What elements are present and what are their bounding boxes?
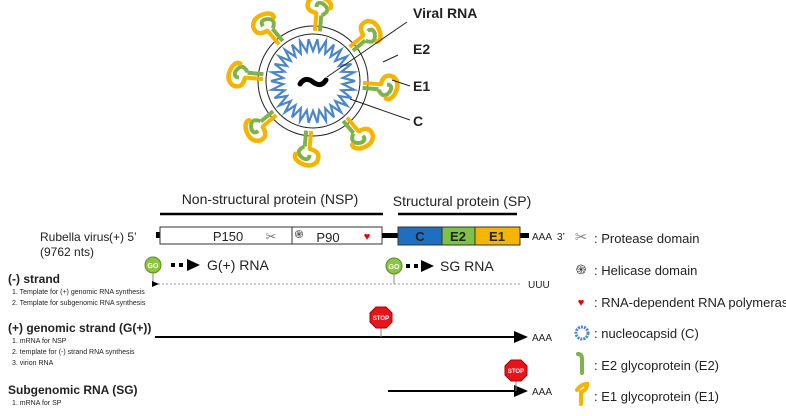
- heart-icon: ♥: [578, 297, 585, 309]
- label-viral-rna: Viral RNA: [413, 5, 477, 21]
- strand-item: 3. virion RNA: [12, 360, 54, 367]
- stop-label: STOP: [508, 369, 524, 375]
- label-e2: E2: [413, 41, 430, 57]
- glycoprotein-spike: [243, 109, 278, 144]
- genomic-strand-description: (+) genomic strand (G(+)) 1. mRNA for NS…: [8, 321, 151, 367]
- glycoprotein-spike: [305, 0, 334, 32]
- glycoprotein-spike: [348, 18, 383, 53]
- envelope-outer: [257, 25, 369, 137]
- nucleocapsid-zigzag: [267, 36, 359, 126]
- virion-pointers: [326, 21, 411, 121]
- 5-utr: [156, 232, 160, 238]
- helicase-icon: ֍: [576, 262, 587, 277]
- subgenomic-promoter: GO SG RNA: [385, 257, 494, 284]
- arrow-icon: [187, 259, 200, 271]
- e1-glycoprotein-icon: [575, 381, 590, 406]
- legend-label: : nucleocapsid (C): [594, 326, 699, 341]
- stop-icon: [369, 306, 393, 329]
- subgenomic-description: Subgenomic RNA (SG) 1. mRNA for SP: [8, 383, 138, 407]
- e1-gene-label: E1: [489, 229, 505, 244]
- p150-label: P150: [213, 229, 243, 244]
- glycoprotein-spike: [226, 60, 264, 89]
- arrow-icon: [421, 260, 434, 272]
- strand-title: Subgenomic RNA (SG): [8, 383, 138, 397]
- strand-item: 2. template for (-) strand RNA synthesis: [12, 349, 135, 356]
- strand-item: 2. Template for subgenomic RNA synthesis: [12, 300, 146, 307]
- sp-title: Structural protein (SP): [393, 193, 532, 209]
- strand-item: 1. mRNA for SP: [12, 400, 62, 407]
- c-gene-label: C: [415, 229, 425, 244]
- genome-name: Rubella virus: [40, 230, 109, 244]
- uuu-label: UUU: [528, 280, 550, 291]
- genome-5-end: (+) 5’: [109, 230, 137, 244]
- legend-label: : E2 glycoprotein (E2): [594, 358, 719, 373]
- genome-3-end: AAA 3’: [532, 232, 565, 243]
- aaa-label: AAA: [532, 333, 552, 344]
- strand-title: (+) genomic strand (G(+)): [8, 321, 151, 335]
- scissors-icon: ✂: [266, 229, 277, 244]
- label-c: C: [413, 113, 423, 129]
- sg-rna-label: SG RNA: [440, 258, 494, 274]
- glycoprotein-spike: [292, 130, 321, 168]
- genomic-promoter: GO G(+) RNA: [144, 256, 270, 284]
- genome-length: (9762 nts): [40, 245, 94, 259]
- stop-sign-sp: STOP: [504, 359, 528, 391]
- intergenic-region: [382, 233, 398, 238]
- legend-label: : E1 glycoprotein (E1): [594, 389, 719, 404]
- nsp-title: Non-structural protein (NSP): [182, 191, 359, 207]
- go-label: GO: [389, 264, 400, 271]
- glycoprotein-spikes: [226, 0, 400, 168]
- stop-icon: [504, 359, 528, 382]
- e2-gene-label: E2: [450, 229, 466, 244]
- envelope-inner: [265, 33, 361, 129]
- strand-item: 1. Template for (+) genomic RNA synthesi…: [12, 289, 145, 296]
- strand-title: (-) strand: [8, 272, 60, 286]
- label-e1: E1: [413, 78, 430, 94]
- minus-strand-description: (-) strand 1. Template for (+) genomic R…: [8, 272, 146, 307]
- aaa-label: AAA: [532, 387, 552, 398]
- legend-label: : RNA-dependent RNA polymerase: [594, 295, 786, 310]
- viral-rna-squiggle: [297, 76, 329, 88]
- legend: ✂ ֍ ♥ : Protease domain : Helicase domai…: [574, 229, 786, 406]
- go-label: GO: [148, 263, 159, 270]
- helicase-icon: ֍: [295, 229, 304, 241]
- g-rna-label: G(+) RNA: [207, 257, 270, 273]
- p90-label: P90: [316, 230, 339, 245]
- e2-glycoprotein-icon: [576, 352, 584, 375]
- stop-sign-nsp: STOP: [369, 306, 393, 337]
- glycoprotein-spike: [250, 11, 285, 46]
- strand-item: 1. mRNA for NSP: [12, 338, 67, 345]
- go-icon: [144, 256, 162, 274]
- glycoprotein-spike: [362, 73, 400, 102]
- go-icon: [385, 257, 403, 275]
- 3-utr: [520, 233, 529, 238]
- scissors-icon: ✂: [575, 229, 588, 246]
- nucleocapsid-icon: [574, 325, 590, 341]
- glycoprotein-spike: [341, 116, 376, 151]
- heart-icon: ♥: [364, 231, 371, 243]
- stop-label: STOP: [373, 316, 389, 322]
- virion-illustration: [226, 0, 400, 168]
- legend-label: : Protease domain: [594, 231, 700, 246]
- legend-label: : Helicase domain: [594, 263, 697, 278]
